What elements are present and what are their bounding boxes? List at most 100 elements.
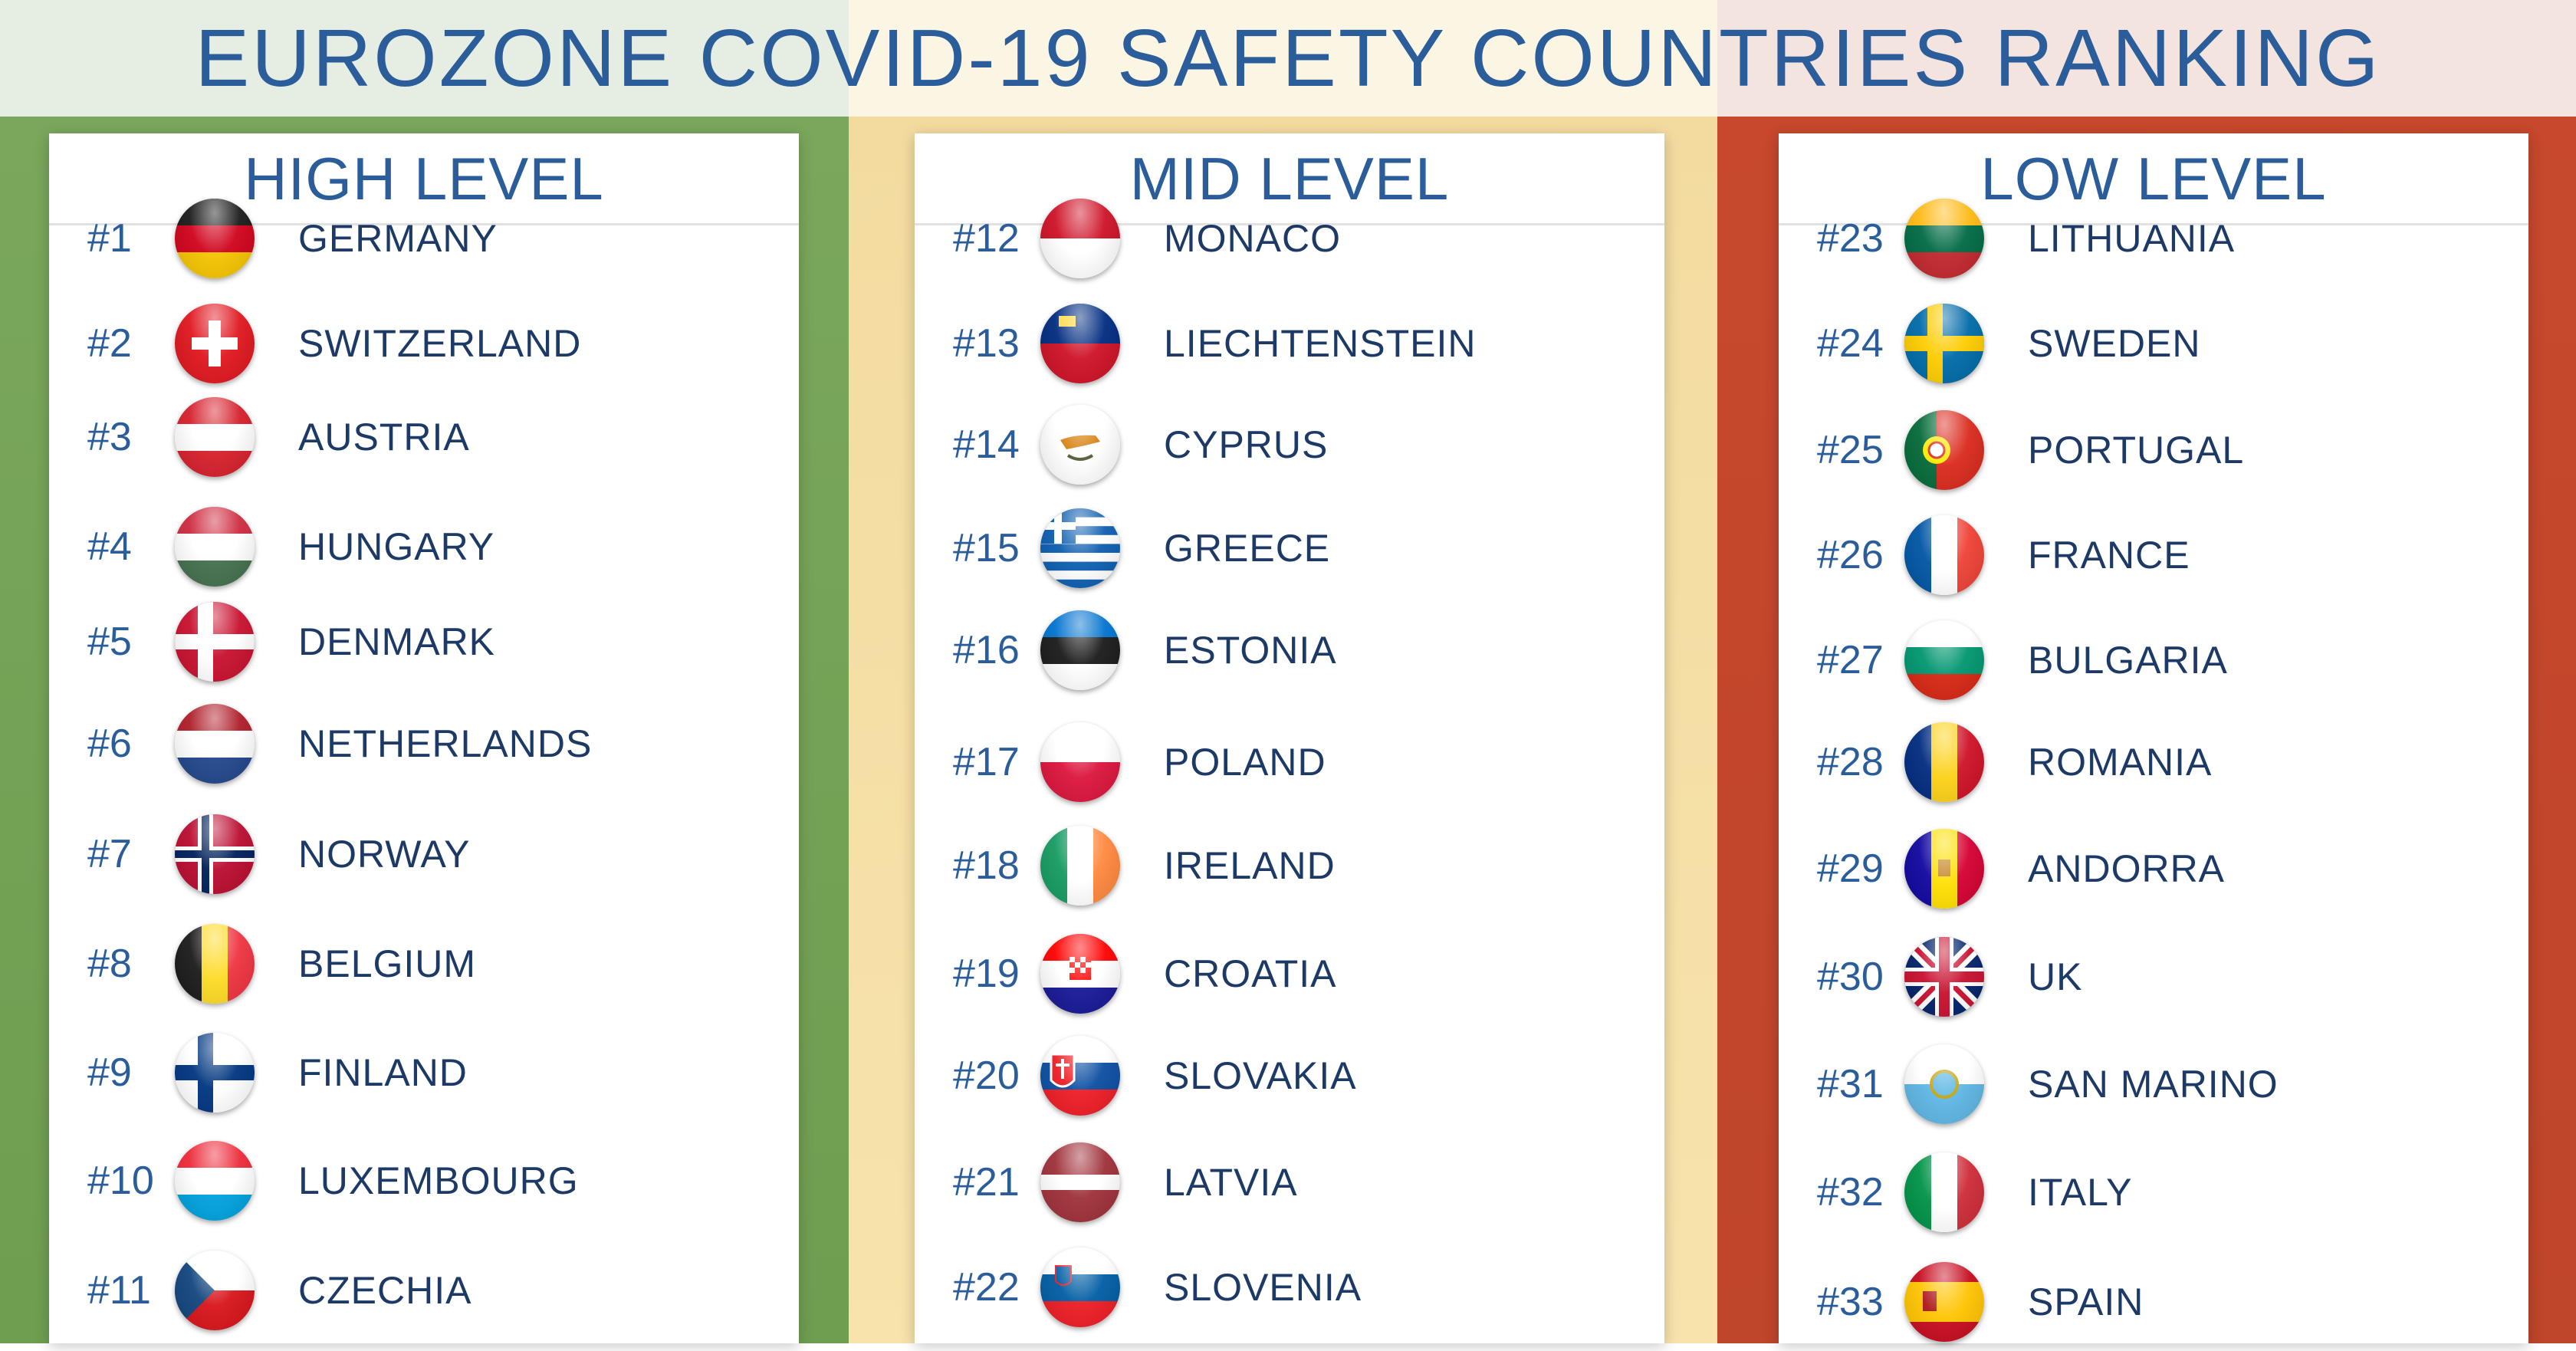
ranking-row: #22 SLOVENIA — [915, 1238, 1664, 1336]
spain-flag-icon — [1904, 1262, 1984, 1343]
rank-number: #29 — [1817, 846, 1884, 892]
poland-flag-icon — [1040, 722, 1120, 802]
header-band-mid — [849, 0, 1717, 117]
rank-number: #4 — [87, 524, 132, 570]
country-name: UK — [2028, 955, 2083, 999]
ranking-row: #28 ROMANIA — [1779, 713, 2528, 811]
rank-number: #24 — [1817, 320, 1884, 366]
divider — [915, 223, 1664, 225]
header-band-high — [0, 0, 849, 117]
header-band-low — [1717, 0, 2576, 117]
lithuania-flag-icon — [1904, 198, 1984, 278]
ranking-row: #33 SPAIN — [1779, 1253, 2528, 1351]
rank-number: #17 — [953, 739, 1020, 784]
country-name: CROATIA — [1164, 952, 1337, 996]
rank-number: #18 — [953, 843, 1020, 888]
norway-flag-icon — [175, 814, 255, 894]
monaco-flag-icon — [1040, 198, 1120, 278]
ranking-row: #24 SWEDEN — [1779, 294, 2528, 393]
country-name: LITHUANIA — [2028, 216, 2236, 260]
country-name: ANDORRA — [2028, 847, 2226, 891]
mid-level-title: MID LEVEL — [1129, 145, 1450, 212]
low-level-title: LOW LEVEL — [1980, 145, 2327, 212]
high-level-title: HIGH LEVEL — [244, 145, 604, 212]
rank-number: #30 — [1817, 955, 1884, 1000]
switzerland-flag-icon — [175, 303, 255, 383]
rank-number: #28 — [1817, 739, 1884, 784]
ranking-row: #4 HUNGARY — [49, 498, 799, 596]
ranking-row: #2 SWITZERLAND — [49, 294, 799, 393]
country-name: LATVIA — [1164, 1161, 1298, 1205]
country-name: LIECHTENSTEIN — [1164, 321, 1477, 365]
greece-flag-icon — [1040, 508, 1120, 589]
bulgaria-flag-icon — [1904, 620, 1984, 700]
ranking-row: #27 BULGARIA — [1779, 611, 2528, 709]
rank-number: #9 — [87, 1050, 132, 1095]
country-name: AUSTRIA — [298, 415, 470, 459]
country-name: LUXEMBOURG — [298, 1159, 579, 1202]
rank-number: #23 — [1817, 215, 1884, 261]
country-name: IRELAND — [1164, 843, 1336, 887]
liechtenstein-flag-icon — [1040, 303, 1120, 383]
rank-number: #22 — [953, 1265, 1020, 1310]
divider — [49, 223, 799, 225]
header — [0, 0, 2576, 117]
portugal-flag-icon — [1904, 409, 1984, 490]
country-name: NETHERLANDS — [298, 722, 593, 766]
rank-number: #1 — [87, 215, 132, 261]
page-title: EUROZONE COVID-19 SAFETY COUNTRIES RANKI… — [195, 13, 2381, 104]
ranking-row: #26 FRANCE — [1779, 506, 2528, 604]
italy-flag-icon — [1904, 1152, 1984, 1232]
denmark-flag-icon — [175, 602, 255, 682]
rank-number: #13 — [953, 320, 1020, 366]
country-name: GREECE — [1164, 527, 1331, 570]
rank-number: #14 — [953, 422, 1020, 468]
ranking-row: #30 UK — [1779, 928, 2528, 1026]
country-name: ROMANIA — [2028, 740, 2213, 784]
rank-number: #26 — [1817, 532, 1884, 577]
ranking-row: #32 ITALY — [1779, 1143, 2528, 1241]
san-marino-flag-icon — [1904, 1044, 1984, 1124]
ranking-row: #5 DENMARK — [49, 593, 799, 691]
croatia-flag-icon — [1040, 934, 1120, 1014]
country-name: DENMARK — [298, 620, 496, 664]
country-name: MONACO — [1164, 216, 1341, 260]
rank-number: #16 — [953, 628, 1020, 673]
ranking-row: #25 PORTUGAL — [1779, 401, 2528, 499]
rank-number: #31 — [1817, 1061, 1884, 1106]
belgium-flag-icon — [175, 924, 255, 1004]
ranking-row: #7 NORWAY — [49, 805, 799, 903]
country-name: BELGIUM — [298, 942, 477, 986]
country-name: PORTUGAL — [2028, 428, 2245, 472]
country-name: SPAIN — [2028, 1280, 2144, 1324]
uk-flag-icon — [1904, 937, 1984, 1017]
country-name: ITALY — [2028, 1170, 2133, 1214]
ranking-row: #1 GERMANY — [49, 189, 799, 288]
hungary-flag-icon — [175, 507, 255, 587]
rank-number: #6 — [87, 722, 132, 767]
andorra-flag-icon — [1904, 829, 1984, 909]
mid-level-panel: MID LEVEL #12 MONACO #13 LIECHTENSTEIN #14 CY… — [915, 133, 1664, 1343]
ranking-row: #19 CROATIA — [915, 925, 1664, 1023]
rank-number: #7 — [87, 831, 132, 876]
ranking-row: #23 LITHUANIA — [1779, 189, 2528, 288]
country-name: POLAND — [1164, 740, 1326, 784]
ranking-row: #17 POLAND — [915, 713, 1664, 811]
country-name: SLOVAKIA — [1164, 1054, 1357, 1097]
country-name: NORWAY — [298, 832, 471, 876]
netherlands-flag-icon — [175, 704, 255, 784]
country-name: FRANCE — [2028, 533, 2190, 577]
rank-number: #5 — [87, 620, 132, 665]
rank-number: #27 — [1817, 638, 1884, 682]
country-name: CYPRUS — [1164, 423, 1329, 467]
luxembourg-flag-icon — [175, 1140, 255, 1221]
ranking-row: #3 AUSTRIA — [49, 388, 799, 486]
ranking-row: #13 LIECHTENSTEIN — [915, 294, 1664, 393]
ranking-row: #18 IRELAND — [915, 817, 1664, 915]
romania-flag-icon — [1904, 722, 1984, 802]
ranking-row: #8 BELGIUM — [49, 915, 799, 1013]
country-name: FINLAND — [298, 1050, 468, 1094]
rank-number: #2 — [87, 320, 132, 366]
country-name: ESTONIA — [1164, 629, 1337, 672]
finland-flag-icon — [175, 1032, 255, 1113]
